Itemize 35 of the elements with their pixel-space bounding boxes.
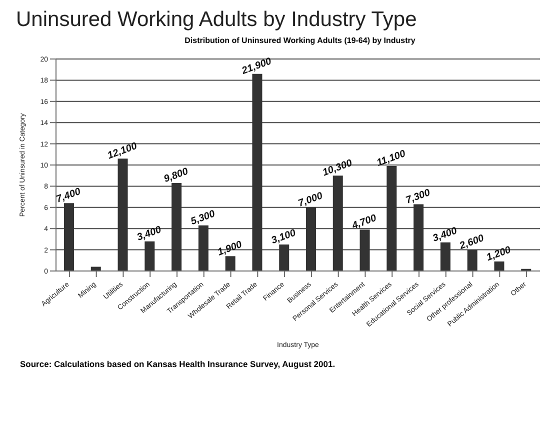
bar bbox=[172, 183, 182, 271]
chart-title: Uninsured Working Adults by Industry Type bbox=[16, 8, 418, 32]
annotation: 2,600 bbox=[457, 232, 486, 252]
bar bbox=[440, 242, 450, 271]
annotation: 3,400 bbox=[431, 225, 460, 244]
bar bbox=[279, 244, 290, 271]
annotation: 1,900 bbox=[216, 239, 244, 258]
annotation: 4,700 bbox=[350, 212, 378, 232]
chart-subtitle: Distribution of Uninsured Working Adults (19-64) by Industry bbox=[184, 36, 416, 45]
annotation: 1,200 bbox=[485, 244, 513, 264]
bar bbox=[306, 207, 316, 271]
annotation: 11,100 bbox=[375, 148, 408, 169]
bar bbox=[360, 230, 370, 271]
bar bbox=[467, 250, 478, 271]
bar bbox=[386, 166, 397, 271]
bar bbox=[64, 203, 74, 271]
annotation: 10,300 bbox=[321, 158, 354, 179]
bar bbox=[225, 256, 236, 271]
source-note: Source: Calculations based on Kansas Health Insurance Survey, August 2001. bbox=[20, 359, 336, 369]
bar bbox=[252, 74, 262, 271]
bar bbox=[198, 225, 208, 271]
annotation: 9,800 bbox=[162, 166, 190, 186]
annotation: 5,300 bbox=[189, 208, 218, 228]
annotation: 12,100 bbox=[106, 140, 140, 162]
annotation: 7,400 bbox=[54, 186, 83, 206]
bar bbox=[118, 158, 128, 271]
bar bbox=[414, 204, 424, 271]
annotation: 3,100 bbox=[270, 228, 298, 247]
bar bbox=[332, 176, 343, 271]
bar bbox=[494, 261, 504, 271]
annotation: 21,900 bbox=[240, 56, 274, 78]
bar bbox=[144, 241, 155, 271]
annotation: 7,300 bbox=[404, 187, 432, 206]
annotation: 7,000 bbox=[296, 190, 325, 210]
annotation: 3,400 bbox=[136, 224, 164, 244]
